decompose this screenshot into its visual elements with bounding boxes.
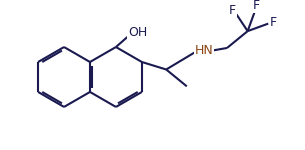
Text: F: F (229, 4, 236, 17)
Text: OH: OH (128, 26, 147, 39)
Text: F: F (253, 0, 260, 12)
Text: F: F (269, 16, 277, 29)
Text: HN: HN (194, 44, 213, 57)
